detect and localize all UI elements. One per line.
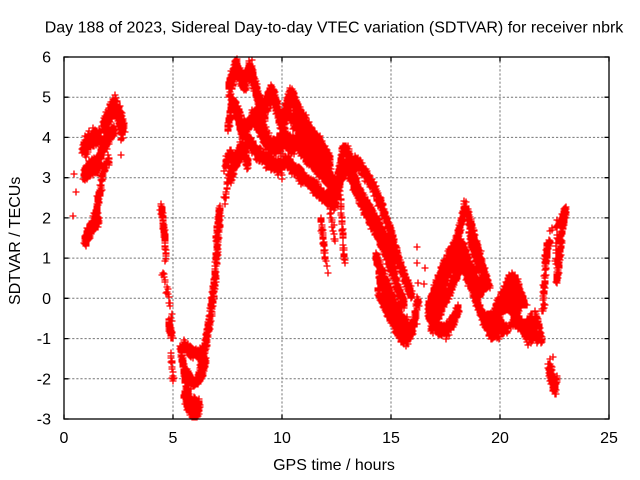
svg-text:-1: -1 (37, 331, 51, 348)
svg-text:5: 5 (42, 90, 51, 107)
svg-text:20: 20 (491, 430, 509, 447)
svg-text:25: 25 (600, 430, 618, 447)
svg-text:3: 3 (42, 170, 51, 187)
svg-text:1: 1 (42, 251, 51, 268)
svg-text:15: 15 (382, 430, 400, 447)
svg-text:6: 6 (42, 50, 51, 67)
svg-text:2: 2 (42, 210, 51, 227)
svg-text:-2: -2 (37, 371, 51, 388)
svg-text:Day 188 of 2023, Sidereal Day-: Day 188 of 2023, Sidereal Day-to-day VTE… (45, 20, 625, 37)
svg-text:-3: -3 (37, 412, 51, 429)
svg-text:4: 4 (42, 130, 51, 147)
svg-text:5: 5 (169, 430, 178, 447)
svg-text:0: 0 (60, 430, 69, 447)
svg-text:GPS time / hours: GPS time / hours (273, 457, 395, 474)
svg-text:10: 10 (273, 430, 291, 447)
svg-text:0: 0 (42, 291, 51, 308)
svg-text:SDTVAR / TECUs: SDTVAR / TECUs (7, 177, 24, 305)
